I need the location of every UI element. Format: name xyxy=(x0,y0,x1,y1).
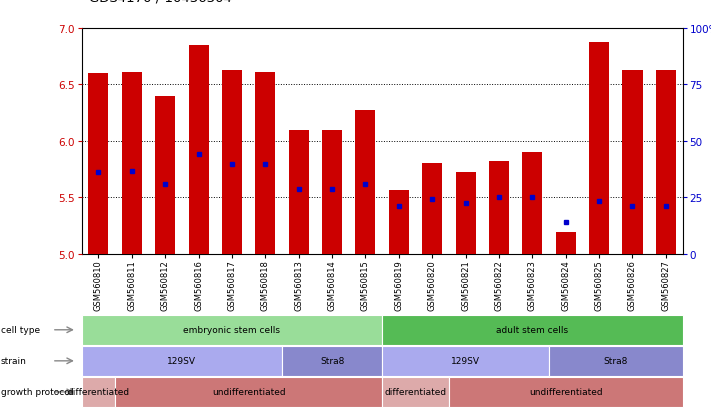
Text: Stra8: Stra8 xyxy=(604,356,628,366)
Text: ■  transformed count: ■ transformed count xyxy=(85,412,191,413)
Text: adult stem cells: adult stem cells xyxy=(496,325,568,335)
Bar xyxy=(623,71,643,254)
Bar xyxy=(255,73,275,254)
Bar xyxy=(489,162,509,254)
Bar xyxy=(155,96,175,254)
Bar xyxy=(589,43,609,254)
Bar xyxy=(222,71,242,254)
Bar xyxy=(322,130,342,254)
Bar xyxy=(656,71,676,254)
Text: undifferentiated: undifferentiated xyxy=(212,387,285,396)
Text: differentiated: differentiated xyxy=(385,387,447,396)
Text: cell type: cell type xyxy=(1,325,40,335)
Text: strain: strain xyxy=(1,356,26,366)
Text: undifferentiated: undifferentiated xyxy=(529,387,602,396)
Text: growth protocol: growth protocol xyxy=(1,387,72,396)
Bar xyxy=(356,111,375,254)
Text: Stra8: Stra8 xyxy=(320,356,344,366)
Text: embryonic stem cells: embryonic stem cells xyxy=(183,325,280,335)
Bar xyxy=(389,191,409,254)
Bar xyxy=(556,233,576,254)
Text: differentiated: differentiated xyxy=(68,387,129,396)
Bar xyxy=(456,173,476,254)
Text: GDS4170 / 10436304: GDS4170 / 10436304 xyxy=(89,0,232,4)
Bar xyxy=(122,73,142,254)
Bar xyxy=(422,164,442,254)
Bar xyxy=(88,74,109,254)
Text: 129SV: 129SV xyxy=(451,356,480,366)
Text: 129SV: 129SV xyxy=(167,356,196,366)
Bar xyxy=(523,153,542,254)
Bar xyxy=(289,130,309,254)
Bar xyxy=(188,46,208,254)
